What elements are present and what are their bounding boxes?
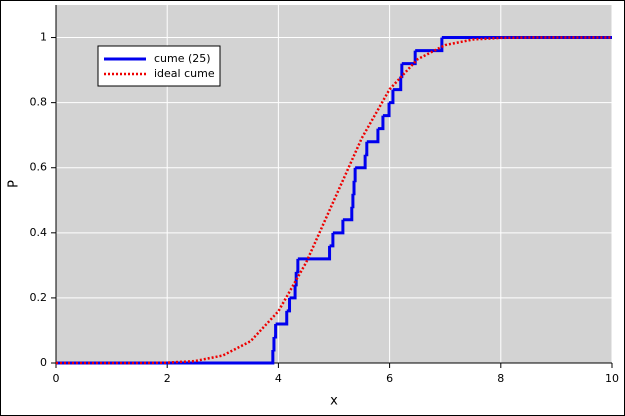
line <box>56 36 612 365</box>
step-segment <box>400 63 404 79</box>
x-tick-label: 2 <box>164 372 171 385</box>
x-tick-label: 0 <box>53 372 60 385</box>
y-tick-label: 0 <box>40 356 47 369</box>
step-segment <box>296 258 300 274</box>
y-tick-label: 0.4 <box>30 226 48 239</box>
step-segment <box>389 89 395 105</box>
step-segment <box>351 193 355 209</box>
legend-label: ideal cume <box>154 67 215 80</box>
y-tick-label: 0.6 <box>30 161 48 174</box>
y-axis-label: P <box>7 180 22 188</box>
step-segment <box>377 115 385 131</box>
step-segment <box>392 76 403 92</box>
step-segment <box>286 297 292 313</box>
x-tick-label: 4 <box>275 372 282 385</box>
step-segment <box>352 180 356 196</box>
x-tick-label: 8 <box>497 372 504 385</box>
y-tick-label: 0.8 <box>30 96 48 109</box>
step-segment <box>289 284 297 300</box>
legend-label: cume (25) <box>154 52 211 65</box>
step-segment <box>382 102 391 118</box>
x-tick-label: 10 <box>605 372 619 385</box>
x-tick-label: 6 <box>386 372 393 385</box>
step-segment <box>329 232 335 248</box>
step-segment <box>366 128 380 144</box>
step-segment <box>297 245 332 261</box>
step-segment <box>355 154 367 170</box>
step-segment <box>294 271 298 287</box>
x-axis-label: x <box>330 394 338 409</box>
step-segment <box>365 141 369 157</box>
step-segment <box>272 336 276 352</box>
step-segment <box>273 323 278 339</box>
step-segment <box>275 310 289 326</box>
legend-box <box>97 45 221 87</box>
y-tick-label: 1 <box>40 31 47 44</box>
step-segment <box>415 37 444 53</box>
step-segment <box>353 167 357 183</box>
step-segment <box>342 206 354 222</box>
y-tick-label: 0.2 <box>30 291 48 304</box>
step-segment <box>332 219 345 235</box>
